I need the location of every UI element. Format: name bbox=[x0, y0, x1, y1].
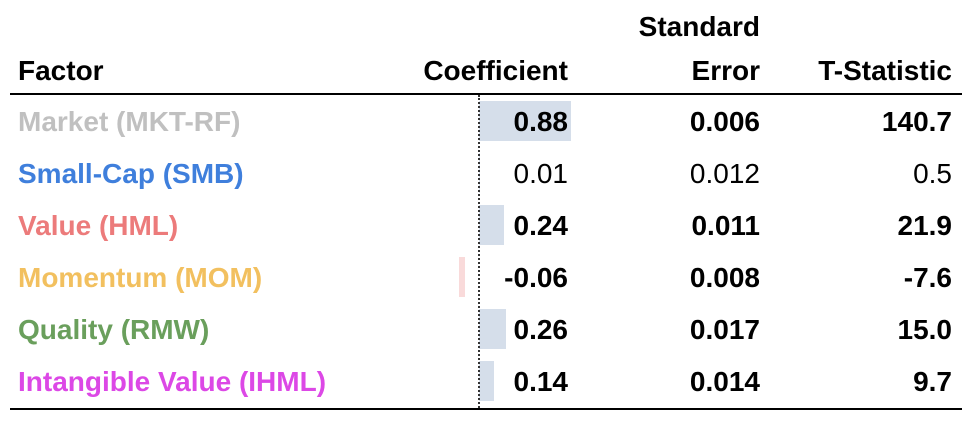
header-factor: Factor bbox=[18, 55, 104, 86]
table-row: Intangible Value (IHML) 0.14 0.014 9.7 bbox=[0, 356, 980, 408]
factor-name: Quality (RMW) bbox=[18, 314, 210, 345]
std-error-value: 0.017 bbox=[689, 314, 760, 345]
std-error-value: 0.012 bbox=[689, 158, 760, 189]
factor-name: Intangible Value (IHML) bbox=[18, 366, 327, 397]
t-statistic-value: -7.6 bbox=[903, 262, 952, 293]
coefficient-value: 0.24 bbox=[513, 210, 569, 241]
coefficient-value: 0.26 bbox=[513, 314, 569, 345]
table-row: Value (HML) 0.24 0.011 21.9 bbox=[0, 200, 980, 252]
coefficient-bar bbox=[479, 361, 494, 401]
factor-name: Value (HML) bbox=[18, 210, 179, 241]
header-std-error-line1: Standard bbox=[638, 11, 760, 42]
factor-name: Small-Cap (SMB) bbox=[18, 158, 244, 189]
std-error-value: 0.006 bbox=[689, 106, 760, 137]
t-statistic-value: 9.7 bbox=[913, 366, 952, 397]
coefficient-bar bbox=[458, 257, 465, 297]
t-statistic-value: 15.0 bbox=[897, 314, 953, 345]
t-statistic-value: 0.5 bbox=[913, 158, 952, 189]
coefficient-value: 0.01 bbox=[513, 158, 569, 189]
t-statistic-value: 21.9 bbox=[897, 210, 953, 241]
factor-name: Market (MKT-RF) bbox=[18, 106, 241, 137]
coefficient-bar bbox=[479, 205, 505, 245]
coefficient-bar bbox=[479, 309, 507, 349]
factor-name: Momentum (MOM) bbox=[18, 262, 263, 293]
header-coefficient: Coefficient bbox=[423, 55, 568, 86]
table-row: Quality (RMW) 0.26 0.017 15.0 bbox=[0, 304, 980, 356]
std-error-value: 0.008 bbox=[689, 262, 760, 293]
zero-reference-line bbox=[478, 95, 480, 408]
table-row: Market (MKT-RF) 0.88 0.006 140.7 bbox=[0, 96, 980, 148]
coefficient-value: 0.88 bbox=[513, 106, 569, 137]
header-std-error-line2: Error bbox=[691, 55, 760, 86]
table-row: Momentum (MOM) -0.06 0.008 -7.6 bbox=[0, 252, 980, 304]
bottom-rule bbox=[10, 408, 962, 410]
coefficient-value: 0.14 bbox=[513, 366, 569, 397]
std-error-value: 0.011 bbox=[691, 210, 760, 241]
header-rule bbox=[10, 93, 962, 95]
coefficient-bar bbox=[479, 101, 572, 141]
coefficient-value: -0.06 bbox=[504, 262, 568, 293]
t-statistic-value: 140.7 bbox=[881, 106, 952, 137]
table-row: Small-Cap (SMB) 0.01 0.012 0.5 bbox=[0, 148, 980, 200]
header-t-statistic: T-Statistic bbox=[818, 55, 952, 86]
std-error-value: 0.014 bbox=[689, 366, 760, 397]
